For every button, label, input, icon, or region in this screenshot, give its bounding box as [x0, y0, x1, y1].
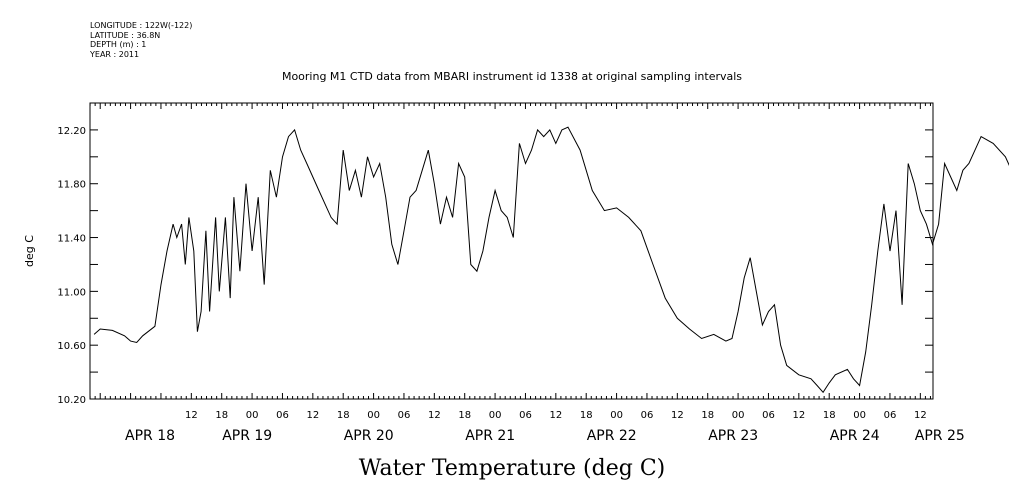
y-tick-label: 11.00: [57, 287, 86, 298]
x-hour-label: 06: [276, 410, 289, 421]
x-date-label: APR 19: [222, 428, 272, 444]
x-date-label: APR 23: [708, 428, 758, 444]
x-hour-label: 00: [489, 410, 502, 421]
x-hour-label: 06: [884, 410, 897, 421]
y-tick-label: 11.40: [57, 234, 86, 245]
temperature-series-line: [93, 126, 1009, 394]
x-hour-label: 12: [306, 410, 319, 421]
y-tick-label: 10.60: [57, 341, 86, 352]
y-tick-label: 10.20: [57, 395, 86, 406]
x-hour-label: 18: [823, 410, 836, 421]
meta-year: YEAR : 2011: [90, 49, 140, 59]
x-hour-label: 00: [853, 410, 866, 421]
x-hour-label: 12: [792, 410, 805, 421]
x-date-label: APR 21: [465, 428, 515, 444]
x-date-label: APR 20: [344, 428, 394, 444]
x-hour-label: 06: [762, 410, 775, 421]
x-hour-label: 00: [246, 410, 259, 421]
x-hour-label: 12: [185, 410, 198, 421]
metadata-block: LONGITUDE : 122W(-122) LATITUDE : 36.8N …: [90, 21, 192, 59]
x-hour-label: 18: [215, 410, 228, 421]
y-tick-label: 11.80: [57, 180, 86, 191]
x-hour-label: 06: [398, 410, 411, 421]
x-date-label: APR 24: [830, 428, 880, 444]
axis-labels: 12 18 00 06 12 18 00 06 12 18 00 06 12 18 00 06 12 18 00 06…: [57, 126, 964, 444]
axis-ticks: [89, 102, 933, 400]
x-hour-label: 12: [549, 410, 562, 421]
x-hour-label: 00: [610, 410, 623, 421]
y-axis-label: deg C: [23, 235, 36, 267]
x-date-label: APR 18: [125, 428, 175, 444]
x-date-label: APR 22: [587, 428, 637, 444]
x-hour-label: 00: [367, 410, 380, 421]
x-axis-title: Water Temperature (deg C): [359, 456, 666, 481]
y-tick-label: 12.20: [57, 126, 86, 137]
x-hour-label: 12: [914, 410, 927, 421]
x-hour-label: 18: [458, 410, 471, 421]
x-hour-label: 18: [337, 410, 350, 421]
meta-longitude: LONGITUDE : 122W(-122): [90, 21, 193, 30]
meta-latitude: LATITUDE : 36.8N: [90, 30, 161, 40]
x-hour-label: 06: [641, 410, 654, 421]
x-hour-label: 00: [732, 410, 745, 421]
x-hour-label: 18: [580, 410, 593, 421]
plot-frame: [89, 102, 934, 400]
x-hour-label: 12: [671, 410, 684, 421]
x-hour-label: 18: [701, 410, 714, 421]
x-hour-label: 06: [519, 410, 532, 421]
chart-title: Mooring M1 CTD data from MBARI instrumen…: [282, 70, 742, 83]
x-hour-label: 12: [428, 410, 441, 421]
meta-depth: DEPTH (m) : 1: [90, 40, 147, 49]
x-date-label: APR 25: [915, 428, 965, 444]
